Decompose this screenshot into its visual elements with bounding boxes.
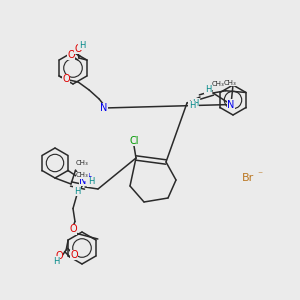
Text: Br: Br xyxy=(242,173,254,183)
Text: H: H xyxy=(53,256,59,266)
Text: CH₃: CH₃ xyxy=(76,172,89,178)
Text: CH₃: CH₃ xyxy=(224,80,237,86)
Text: H: H xyxy=(88,178,94,187)
Text: H: H xyxy=(192,98,198,107)
Text: O: O xyxy=(67,50,75,60)
Text: O: O xyxy=(74,44,82,54)
Text: H: H xyxy=(79,40,85,50)
Text: H: H xyxy=(205,85,211,94)
Text: N: N xyxy=(79,176,87,185)
Text: +: + xyxy=(85,172,91,181)
Text: CH₃: CH₃ xyxy=(76,160,89,166)
Text: O: O xyxy=(62,74,70,84)
Text: O: O xyxy=(70,250,78,260)
Text: O: O xyxy=(69,224,77,235)
Text: O: O xyxy=(55,251,63,261)
Text: N: N xyxy=(100,103,108,113)
Text: ⁻: ⁻ xyxy=(257,170,262,180)
Text: CH₃: CH₃ xyxy=(212,81,225,87)
Text: H: H xyxy=(189,101,195,110)
Text: H: H xyxy=(74,187,80,196)
Text: Cl: Cl xyxy=(129,136,139,146)
Text: N: N xyxy=(227,100,235,110)
